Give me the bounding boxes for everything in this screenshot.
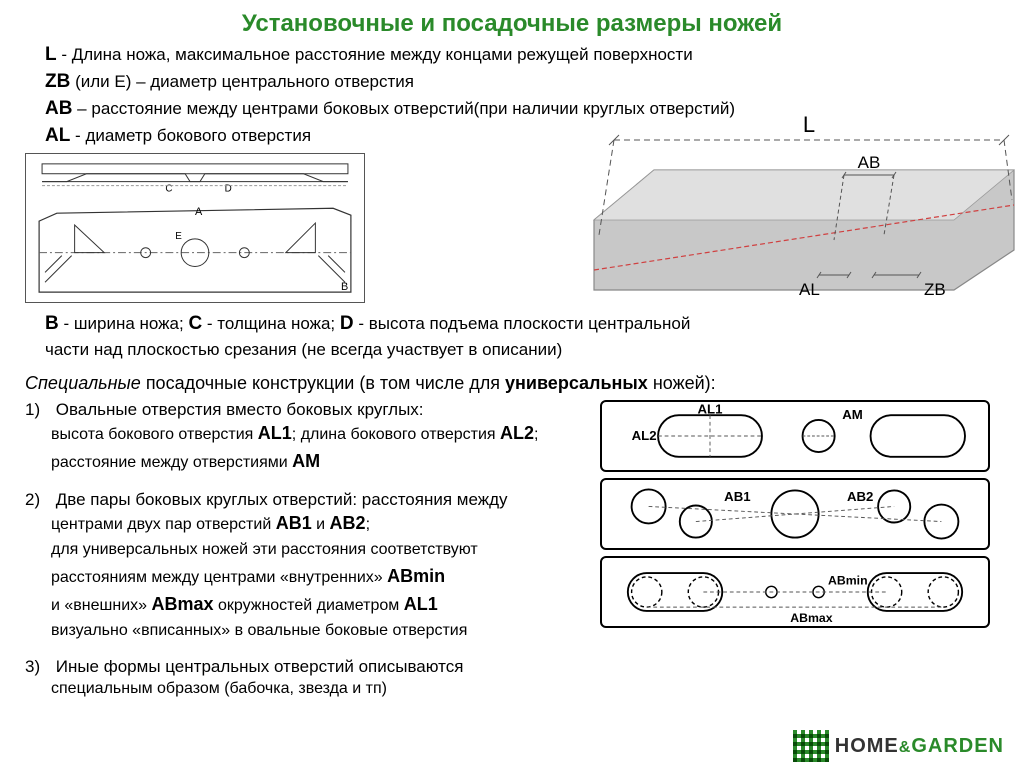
- sym-AB: AB: [45, 98, 72, 119]
- brand2: GARDEN: [911, 735, 1004, 757]
- diagram-oval-holes: AL1 AL2 AM: [600, 400, 990, 472]
- i2-l5a: и «внешних»: [51, 597, 151, 614]
- sep-AB: –: [72, 99, 91, 118]
- sep-ZB: –: [131, 72, 150, 91]
- text-AL: диаметр бокового отверстия: [85, 126, 311, 145]
- brand-logo-icon: [793, 730, 829, 762]
- d2-AB2: AB2: [847, 489, 873, 504]
- i2-l3: для универсальных ножей эти расстояния с…: [51, 541, 478, 558]
- sym-D: D: [340, 313, 354, 334]
- text-ZB: диаметр центрального отверстия: [150, 72, 414, 91]
- technical-drawing: C D A B E: [25, 153, 365, 303]
- label-L: L: [803, 112, 815, 137]
- item-2: 2) Две пары боковых круглых отверстий: р…: [25, 490, 584, 643]
- paren-ZB: (или E): [75, 72, 131, 91]
- i1-s3: AM: [292, 451, 320, 471]
- tech-B: B: [341, 281, 348, 293]
- s-pre: Специальные: [25, 373, 146, 393]
- sep-AL: -: [70, 126, 85, 145]
- i1-l2a: высота бокового отверстия: [51, 426, 258, 443]
- def-ZB: ZB (или E) – диаметр центрального отверс…: [25, 71, 999, 93]
- item-1: 1) Овальные отверстия вместо боковых кру…: [25, 400, 584, 476]
- text-L: Длина ножа, максимальное расстояние межд…: [72, 45, 693, 64]
- brand1: HOME: [835, 735, 899, 757]
- d3-ABmax: ABmax: [790, 612, 832, 626]
- brand-logo-text: HOME&GARDEN: [835, 735, 1004, 758]
- i1-l2b: ; длина бокового отверстия: [292, 426, 500, 443]
- d1-AL1: AL1: [697, 402, 722, 417]
- s-end: ножей):: [648, 373, 716, 393]
- item-3: 3) Иные формы центральных отверстий опис…: [25, 657, 584, 702]
- item2-num: 2): [25, 490, 51, 510]
- i1-l2c: ;: [534, 426, 538, 443]
- label-AB: AB: [858, 153, 881, 172]
- sep-L: -: [57, 45, 72, 64]
- sym-ZB: ZB: [45, 71, 70, 92]
- i2-l2a: центрами двух пар отверстий: [51, 516, 276, 533]
- i2-l2c: ;: [366, 516, 370, 533]
- d1-AM: AM: [842, 407, 863, 422]
- sym-L: L: [45, 44, 57, 65]
- tech-A: A: [195, 206, 203, 218]
- d3-ABmin: ABmin: [828, 574, 868, 588]
- c-text: - толщина ножа;: [207, 314, 340, 333]
- i2-s4: ABmin: [387, 566, 445, 586]
- s-mid: посадочные конструкции (в том числе для: [146, 373, 505, 393]
- brand-amp: &: [899, 739, 912, 756]
- item1-lead: Овальные отверстия вместо боковых круглы…: [56, 400, 424, 419]
- item2-lead: Две пары боковых круглых отверстий: расс…: [56, 490, 508, 509]
- i2-l4a: расстояниям между центрами «внутренних»: [51, 569, 387, 586]
- i2-s5a: ABmax: [151, 594, 213, 614]
- diagram-abmin-abmax: ABmin ABmax: [600, 556, 990, 628]
- brand-footer: HOME&GARDEN: [793, 730, 1004, 762]
- d1-AL2: AL2: [631, 428, 656, 443]
- def-block-BCD: B - ширина ножа; C - толщина ножа; D - в…: [25, 311, 999, 361]
- tech-E: E: [175, 231, 182, 242]
- page-title: Установочные и посадочные размеры ножей: [25, 10, 999, 38]
- diagram-two-pairs: AB1 AB2: [600, 478, 990, 550]
- s-bold: универсальных: [505, 373, 648, 393]
- i2-l2b: и: [312, 516, 330, 533]
- i2-s2a: AB1: [276, 513, 312, 533]
- i3-l2: специальным образом (бабочка, звезда и т…: [51, 680, 387, 697]
- label-AL: AL: [799, 280, 820, 299]
- i2-l5b: окружностей диаметром: [214, 597, 404, 614]
- i1-l3a: расстояние между отверстиями: [51, 454, 292, 471]
- d2-AB1: AB1: [724, 489, 750, 504]
- item3-lead: Иные формы центральных отверстий описыва…: [56, 657, 464, 676]
- b-text: -: [63, 314, 73, 333]
- i1-s2b: AL2: [500, 423, 534, 443]
- sym-B: B: [45, 313, 59, 334]
- b-text2: ширина ножа;: [74, 314, 184, 333]
- item1-num: 1): [25, 400, 51, 420]
- d-text2: части над плоскостью срезания (не всегда…: [45, 340, 562, 359]
- def-L: L - Длина ножа, максимальное расстояние …: [25, 44, 999, 66]
- sym-C: C: [188, 313, 202, 334]
- sym-AL: AL: [45, 125, 70, 146]
- special-hdr: Специальные посадочные конструкции (в то…: [25, 373, 999, 394]
- i1-s2a: AL1: [258, 423, 292, 443]
- blade-3d-diagram: L AB AL ZB: [584, 100, 1024, 300]
- d-text: - высота подъема плоскости центральной: [358, 314, 690, 333]
- label-ZB: ZB: [924, 280, 946, 299]
- item3-num: 3): [25, 657, 51, 677]
- i2-l6: визуально «вписанных» в овальные боковые…: [51, 622, 467, 639]
- i2-s2b: AB2: [330, 513, 366, 533]
- i2-s5c: AL1: [404, 594, 438, 614]
